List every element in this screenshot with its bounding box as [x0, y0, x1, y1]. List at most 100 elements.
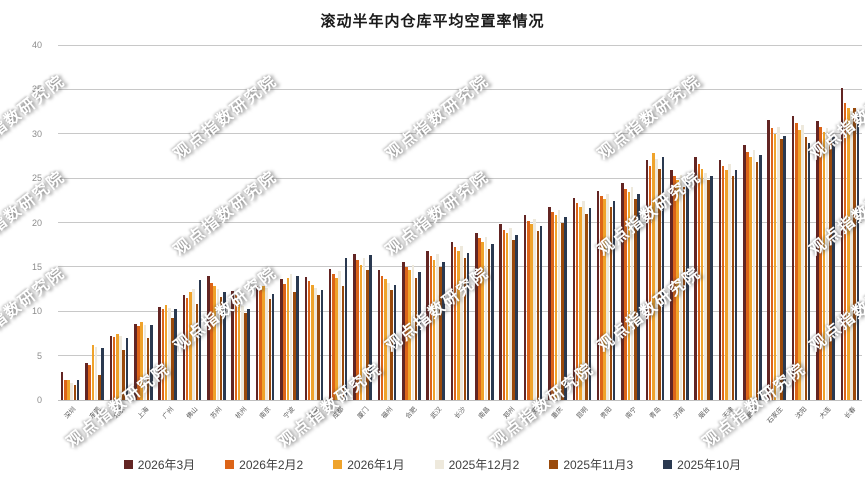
bar [255, 286, 259, 400]
legend-swatch [434, 460, 444, 469]
legend: 2026年3月 2026年2月2 2026年1月 2025年12月2 2025年11月3… [0, 456, 865, 473]
bar [286, 277, 290, 400]
bar [384, 279, 387, 400]
bar [450, 242, 454, 400]
bar [231, 290, 235, 400]
bar [125, 337, 129, 400]
bar [512, 240, 515, 400]
bar [380, 275, 384, 400]
bar [460, 245, 463, 400]
bar [463, 258, 467, 400]
gridline-35 [58, 88, 862, 90]
bar [816, 121, 819, 400]
bar [624, 188, 628, 400]
legend-swatch [333, 460, 343, 469]
bar [502, 229, 506, 400]
bar [791, 116, 795, 400]
bar [174, 308, 177, 400]
bar [189, 291, 192, 400]
legend-swatch [663, 460, 673, 469]
bar [731, 176, 735, 400]
bar [846, 108, 850, 400]
chart-title: 滚动半年内仓库平均空置率情况 [320, 13, 545, 30]
bar [408, 270, 411, 400]
bar [213, 286, 217, 400]
bar [539, 226, 543, 400]
bar [411, 265, 415, 400]
y-tick-label-15: 15 [31, 261, 42, 272]
bar [832, 135, 835, 400]
legend-swatch [123, 460, 133, 469]
bar [509, 227, 512, 400]
bar [661, 156, 665, 400]
bar [304, 276, 308, 400]
bar [560, 222, 564, 400]
bar [718, 160, 722, 400]
bar [195, 304, 199, 400]
bar [694, 156, 697, 400]
bar [429, 256, 433, 400]
bar [359, 265, 363, 400]
bar [515, 234, 519, 400]
y-tick-label-20: 20 [31, 217, 42, 228]
bar [645, 160, 649, 400]
bar [280, 279, 283, 400]
bar [116, 334, 119, 400]
bar [271, 293, 275, 400]
bar [755, 162, 759, 400]
bar [149, 325, 153, 400]
bar [317, 295, 320, 400]
bar [241, 305, 244, 400]
bar [697, 163, 701, 400]
bar [393, 284, 397, 400]
bar [798, 130, 801, 400]
bar [143, 324, 147, 400]
bar [353, 253, 356, 400]
bar [146, 337, 150, 400]
bar [94, 346, 98, 400]
bar [648, 165, 652, 400]
bar [804, 137, 808, 400]
bar [442, 261, 445, 400]
legend-label: 2025年12月2 [448, 458, 520, 472]
y-tick-label-5: 5 [36, 350, 42, 361]
bar [314, 288, 317, 400]
bar [119, 336, 122, 400]
bar [533, 218, 536, 400]
bar [210, 282, 213, 400]
bar [658, 169, 661, 400]
bar [575, 202, 579, 400]
legend-item-2: 2026年2月2 [225, 456, 303, 473]
bar [773, 133, 777, 400]
legend-item-3: 2026年1月 [333, 456, 405, 473]
bar [307, 281, 311, 400]
bar [207, 275, 210, 400]
bar [223, 291, 226, 400]
bar [707, 179, 710, 400]
bar [554, 215, 558, 400]
bar [76, 379, 80, 400]
bar [310, 284, 314, 400]
bar [292, 291, 296, 400]
bar [234, 295, 238, 400]
y-tick-label-10: 10 [31, 306, 42, 317]
bar [198, 280, 202, 400]
bar [258, 289, 262, 400]
bar [338, 271, 342, 400]
gridline-10 [58, 310, 862, 312]
legend-swatch [549, 460, 559, 469]
bar [588, 208, 592, 400]
bar [673, 176, 676, 400]
bar [171, 318, 174, 400]
bar [850, 110, 853, 400]
bar [366, 270, 369, 400]
bar [536, 231, 540, 400]
bar [158, 306, 161, 400]
bar [634, 199, 637, 400]
bar [122, 350, 125, 400]
bar [283, 283, 286, 400]
bar [609, 206, 613, 400]
legend-swatch [225, 460, 235, 469]
bar [67, 380, 70, 400]
bar [341, 286, 345, 400]
